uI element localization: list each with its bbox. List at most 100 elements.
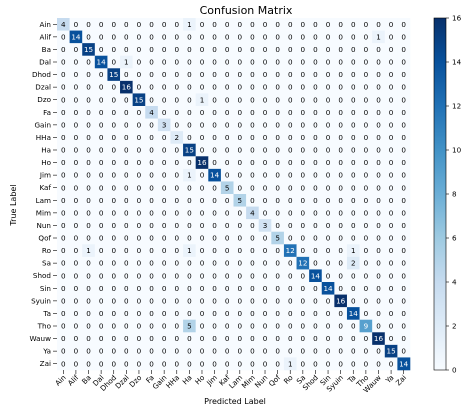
- heatmap-cell: [296, 269, 310, 283]
- cell-value-label: 0: [225, 20, 230, 29]
- cell-value-label: 0: [137, 183, 142, 192]
- cell-value-label: 0: [200, 259, 205, 268]
- heatmap-cell: [132, 269, 146, 283]
- cell-value-label: 0: [376, 95, 381, 104]
- heatmap-cell: [157, 30, 171, 44]
- cell-value-label: 0: [86, 146, 91, 155]
- cell-value-label: 0: [111, 20, 116, 29]
- heatmap-cell: [397, 244, 411, 258]
- cell-value-label: 1: [187, 246, 192, 255]
- cell-value-label: 0: [301, 196, 306, 205]
- cell-value-label: 0: [338, 284, 343, 293]
- heatmap-cell: [57, 156, 70, 170]
- cell-value-label: 0: [137, 296, 142, 305]
- heatmap-cell: [321, 80, 335, 94]
- heatmap-cell: [183, 80, 196, 94]
- cell-value-label: 0: [364, 359, 369, 368]
- heatmap-cell: [359, 131, 373, 145]
- heatmap-cell: [309, 332, 323, 346]
- heatmap-cell: [309, 244, 323, 258]
- heatmap-cell: [296, 256, 310, 270]
- cell-value-label: 0: [301, 221, 306, 230]
- cell-value-label: 0: [389, 70, 394, 79]
- heatmap-cell: [271, 319, 285, 333]
- heatmap-cell: [384, 206, 398, 220]
- heatmap-cell: [372, 332, 386, 346]
- cell-value-label: 0: [238, 347, 243, 356]
- cell-value-label: 0: [212, 120, 217, 129]
- heatmap-cell: [384, 43, 398, 57]
- heatmap-cell: [82, 55, 96, 69]
- cell-value-label: 0: [263, 70, 268, 79]
- heatmap-cell: [120, 319, 133, 333]
- heatmap-cell: [82, 269, 96, 283]
- heatmap-cell: [208, 206, 222, 220]
- cell-value-label: 0: [124, 359, 129, 368]
- heatmap-cell: [120, 194, 133, 207]
- heatmap-cell: [372, 181, 386, 195]
- cell-value-label: 0: [99, 347, 104, 356]
- y-tick-label: Shod: [33, 271, 51, 280]
- heatmap-cell: [334, 319, 348, 333]
- heatmap-cell: [69, 194, 83, 207]
- heatmap-cell: [258, 231, 272, 245]
- cell-value-label: 0: [288, 83, 293, 92]
- cell-value-label: 0: [74, 309, 79, 318]
- cell-value-label: 0: [238, 83, 243, 92]
- heatmap-cell: [195, 194, 209, 207]
- heatmap-cell: [170, 332, 184, 346]
- cell-value-label: 0: [263, 196, 268, 205]
- cell-value-label: 0: [275, 284, 280, 293]
- colorbar-tick-label: 12: [452, 102, 461, 111]
- heatmap-cell: [246, 357, 260, 371]
- heatmap-cell: [372, 231, 386, 245]
- cell-value-label: 0: [338, 58, 343, 67]
- heatmap-cell: [309, 43, 323, 57]
- cell-value-label: 0: [389, 208, 394, 217]
- heatmap-cell: [145, 357, 159, 371]
- cell-value-label: 0: [61, 359, 66, 368]
- cell-value-label: 0: [86, 221, 91, 230]
- cell-value-label: 0: [263, 208, 268, 217]
- heatmap-cell: [296, 319, 310, 333]
- cell-value-label: 0: [401, 221, 406, 230]
- heatmap-cell: [157, 80, 171, 94]
- cell-value-label: 0: [74, 359, 79, 368]
- heatmap-cell: [246, 256, 260, 270]
- heatmap-cell: [233, 194, 247, 207]
- x-tick-label: Ba: [80, 373, 93, 386]
- heatmap-cell: [372, 168, 386, 182]
- cell-value-label: 0: [225, 322, 230, 331]
- cell-value-label: 0: [401, 158, 406, 167]
- cell-value-label: 0: [288, 133, 293, 142]
- heatmap-cell: [208, 43, 222, 57]
- cell-value-label: 0: [111, 208, 116, 217]
- heatmap-cell: [183, 282, 196, 295]
- cell-value-label: 0: [351, 70, 356, 79]
- heatmap-cell: [296, 143, 310, 157]
- cell-value-label: 0: [401, 58, 406, 67]
- cell-value-label: 0: [338, 95, 343, 104]
- heatmap-cell: [69, 319, 83, 333]
- heatmap-cell: [183, 93, 196, 107]
- cell-value-label: 0: [301, 284, 306, 293]
- heatmap-cell: [321, 118, 335, 132]
- heatmap-cell: [258, 93, 272, 107]
- heatmap-cell: [208, 219, 222, 233]
- cell-value-label: 0: [238, 158, 243, 167]
- cell-value-label: 0: [301, 58, 306, 67]
- cell-value-label: 0: [364, 271, 369, 280]
- heatmap-cell: [208, 131, 222, 145]
- y-tick-label: Dhod: [32, 70, 51, 79]
- cell-value-label: 0: [326, 296, 331, 305]
- cell-value-label: 0: [301, 171, 306, 180]
- heatmap-cell: [57, 143, 70, 157]
- heatmap-cell: [132, 168, 146, 182]
- cell-value-label: 0: [389, 20, 394, 29]
- heatmap-cell: [170, 68, 184, 82]
- heatmap-cell: [372, 131, 386, 145]
- cell-value-label: 0: [364, 70, 369, 79]
- heatmap-cell: [246, 194, 260, 207]
- cell-value-label: 0: [61, 120, 66, 129]
